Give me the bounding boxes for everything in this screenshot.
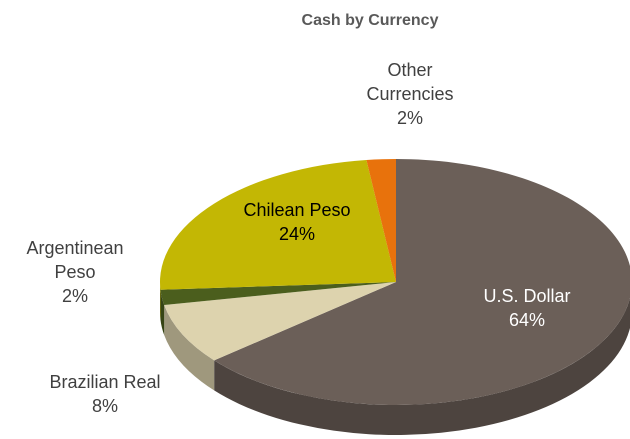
slice (164, 282, 396, 361)
category-label: Brazilian Real (49, 372, 161, 392)
value-label: 24% (278, 224, 316, 244)
value-label: 2% (61, 286, 88, 306)
value-label: 64% (508, 310, 546, 330)
data-label: U.S. Dollar 64% (462, 284, 592, 332)
slice-side (214, 297, 630, 435)
category-label: Other Currencies (366, 60, 454, 104)
value-label: 2% (396, 108, 423, 128)
data-label: Other Currencies 2% (355, 58, 465, 130)
category-label: Chilean Peso (243, 200, 351, 220)
chart-title: Cash by Currency (301, 12, 439, 29)
slice (214, 159, 630, 405)
slice (366, 159, 396, 282)
value-label: 8% (91, 396, 118, 416)
slice (160, 282, 396, 306)
data-label: Brazilian Real 8% (20, 370, 190, 418)
data-label: Argentinean Peso 2% (10, 236, 140, 308)
slice (160, 159, 396, 290)
slice-side (164, 305, 215, 391)
category-label: U.S. Dollar (483, 286, 571, 306)
category-label: Argentinean Peso (26, 238, 124, 282)
data-label: Chilean Peso 24% (222, 198, 372, 246)
slice-side (160, 289, 165, 336)
